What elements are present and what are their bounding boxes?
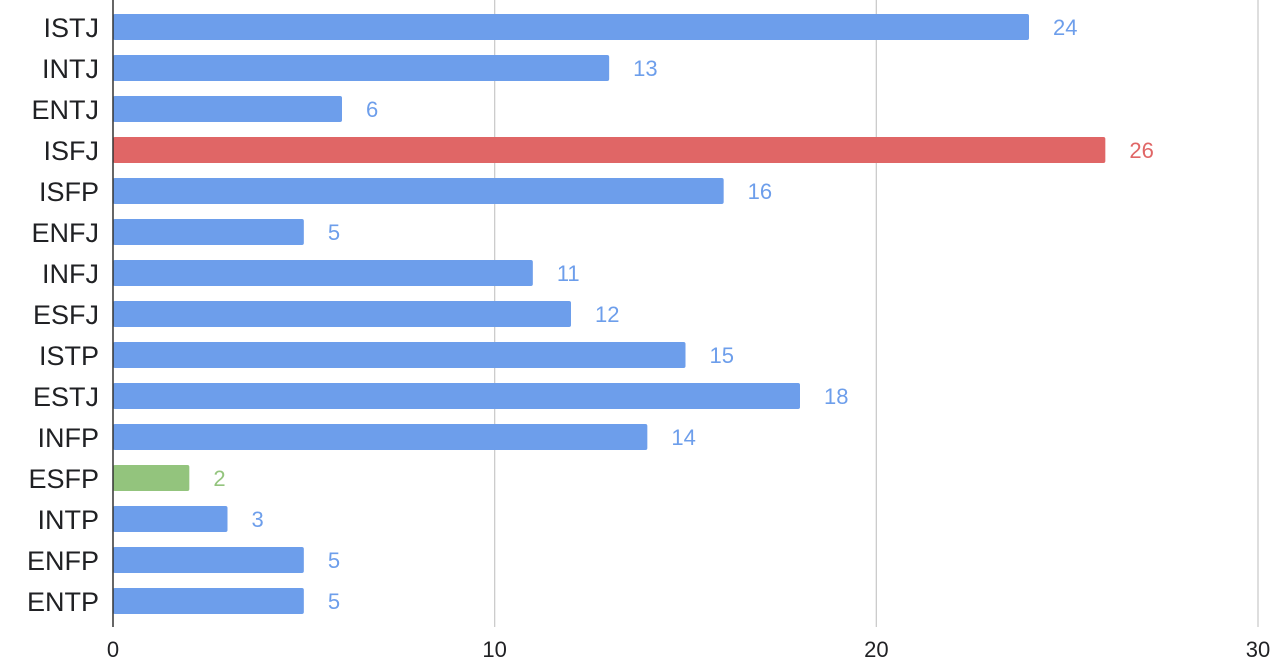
x-tick-label-20: 20 [864,637,888,662]
value-label-intj: 13 [633,56,657,81]
bar-isfj [113,137,1106,163]
value-label-infj: 11 [557,261,580,286]
category-label-esfp: ESFP [28,464,99,494]
category-label-istp: ISTP [39,341,99,371]
x-tick-label-0: 0 [107,637,119,662]
bar-enfp [113,547,304,573]
bar-istj [113,14,1029,40]
bar-enfj [113,219,304,245]
category-label-esfj: ESFJ [33,300,99,330]
bar-intj [113,55,610,81]
value-label-entp: 5 [328,589,340,614]
bar-istp [113,342,686,368]
value-label-isfj: 26 [1129,138,1153,163]
category-label-infj: INFJ [42,259,99,289]
x-tick-label-10: 10 [482,637,506,662]
category-label-istj: ISTJ [43,13,99,43]
bar-infp [113,424,648,450]
bar-isfp [113,178,724,204]
category-label-enfp: ENFP [27,546,99,576]
bars-group [113,14,1106,614]
value-label-estj: 18 [824,384,848,409]
category-label-intj: INTJ [42,54,99,84]
x-tick-label-30: 30 [1246,637,1270,662]
value-label-enfp: 5 [328,548,340,573]
category-label-enfj: ENFJ [32,218,100,248]
value-label-infp: 14 [671,425,695,450]
category-label-isfp: ISFP [39,177,99,207]
category-label-isfj: ISFJ [43,136,99,166]
category-label-entj: ENTJ [32,95,100,125]
value-label-intp: 3 [252,507,264,532]
category-label-infp: INFP [37,423,99,453]
bar-entp [113,588,304,614]
bar-esfp [113,465,190,491]
bar-estj [113,383,800,409]
category-label-estj: ESTJ [33,382,99,412]
bar-intp [113,506,228,532]
value-label-istj: 24 [1053,15,1077,40]
bar-infj [113,260,533,286]
value-label-esfp: 2 [213,466,225,491]
value-labels-group: 24 13 6 26 16 5 11 12 15 18 14 2 3 5 5 [213,15,1153,614]
value-label-entj: 6 [366,97,378,122]
bar-entj [113,96,342,122]
value-label-enfj: 5 [328,220,340,245]
bar-esfj [113,301,571,327]
x-tick-labels-group: 0 10 20 30 [107,637,1270,662]
value-label-isfp: 16 [748,179,772,204]
category-label-intp: INTP [37,505,99,535]
category-labels-group: ISTJ INTJ ENTJ ISFJ ISFP ENFJ INFJ ESFJ ISTP ESTJ… [27,13,99,617]
category-label-entp: ENTP [27,587,99,617]
value-label-esfj: 12 [595,302,619,327]
value-label-istp: 15 [710,343,734,368]
